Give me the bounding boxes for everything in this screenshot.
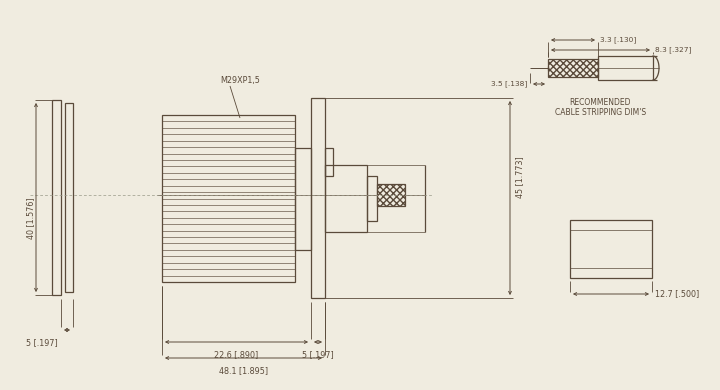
Text: 5 [.197]: 5 [.197] bbox=[26, 338, 58, 347]
Bar bbox=[311, 98, 325, 298]
Text: 3.3 [.130]: 3.3 [.130] bbox=[600, 37, 636, 43]
Bar bbox=[367, 176, 377, 221]
Bar bbox=[570, 220, 652, 278]
Bar bbox=[325, 148, 333, 176]
Text: CABLE STRIPPING DIM'S: CABLE STRIPPING DIM'S bbox=[555, 108, 646, 117]
Text: 40 [1.576]: 40 [1.576] bbox=[27, 197, 35, 239]
Bar bbox=[325, 165, 367, 232]
Bar bbox=[65, 103, 73, 292]
Text: 5 [.197]: 5 [.197] bbox=[302, 350, 334, 359]
Text: RECOMMENDED: RECOMMENDED bbox=[570, 98, 631, 107]
Text: 45 [1.773]: 45 [1.773] bbox=[516, 156, 524, 198]
Text: 3.5 [.138]: 3.5 [.138] bbox=[490, 81, 527, 87]
Bar bbox=[52, 100, 61, 295]
Bar bbox=[162, 115, 295, 282]
Text: 48.1 [1.895]: 48.1 [1.895] bbox=[219, 366, 268, 375]
Bar bbox=[548, 59, 598, 77]
Bar bbox=[377, 184, 405, 206]
Bar bbox=[598, 56, 653, 80]
Text: 12.7 [.500]: 12.7 [.500] bbox=[655, 289, 699, 298]
Text: 8.3 [.327]: 8.3 [.327] bbox=[655, 47, 691, 53]
Bar bbox=[295, 148, 311, 250]
Text: 22.6 [.890]: 22.6 [.890] bbox=[215, 350, 258, 359]
Text: M29XP1,5: M29XP1,5 bbox=[220, 76, 260, 85]
